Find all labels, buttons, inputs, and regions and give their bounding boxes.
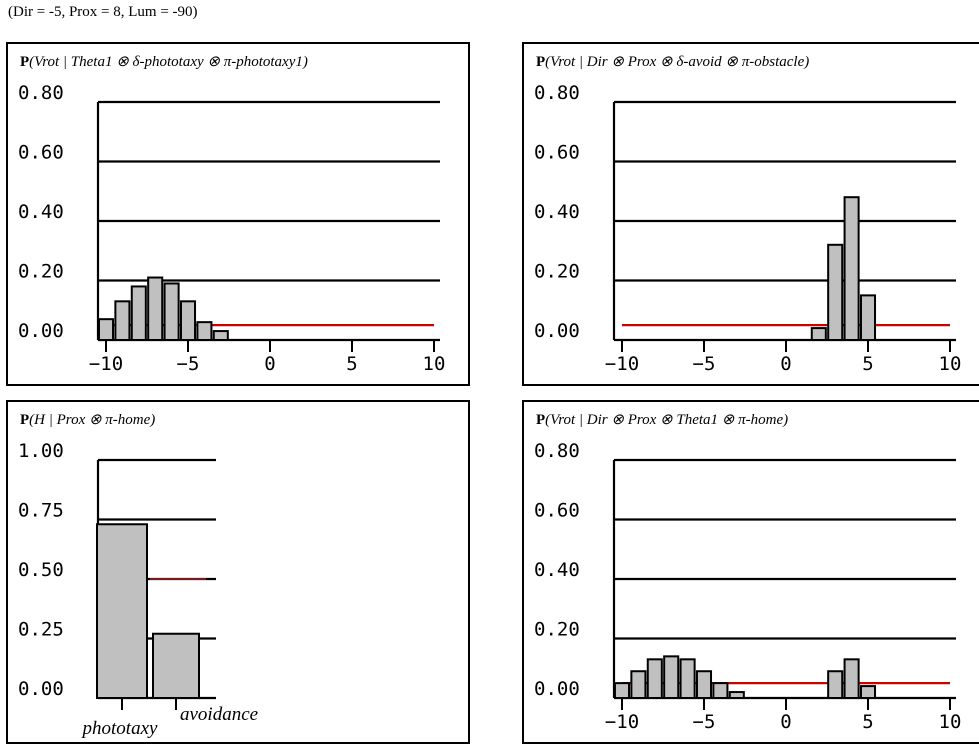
chart-panel-phototaxy: P(Vrot | Theta1 ⊗ δ-phototaxy ⊗ π-photot… <box>6 42 470 386</box>
y-tick-label: 0.20 <box>18 261 64 283</box>
bar <box>859 685 877 700</box>
bar <box>695 670 713 700</box>
bar <box>679 658 696 700</box>
bar <box>96 523 148 700</box>
y-tick-label: 0.20 <box>534 619 580 641</box>
condition-label: (Dir = -5, Prox = 8, Lum = -90) <box>8 4 198 20</box>
chart-title: P(Vrot | Dir ⊗ Prox ⊗ Theta1 ⊗ π-home) <box>536 412 789 428</box>
y-tick-label: 0.80 <box>534 440 580 462</box>
y-tick-label: 0.25 <box>18 619 64 641</box>
y-tick-label: 0.75 <box>18 500 64 522</box>
x-tick-label: 0 <box>264 353 275 375</box>
x-tick-label: −5 <box>693 353 716 375</box>
y-tick-label: 0.00 <box>534 678 580 700</box>
y-tick-label: 0.60 <box>18 142 64 164</box>
x-tick-label: −10 <box>605 711 639 733</box>
bar <box>859 294 877 341</box>
y-tick-label: 0.80 <box>534 82 580 104</box>
x-tick-label: −10 <box>605 353 639 375</box>
bar <box>728 691 745 699</box>
x-tick-label: 10 <box>939 711 962 733</box>
x-tick-label: 5 <box>862 711 873 733</box>
y-tick-label: 0.40 <box>18 201 64 223</box>
category-label: avoidance <box>180 704 258 725</box>
chart-panel-avoid: P(Vrot | Dir ⊗ Prox ⊗ δ-avoid ⊗ π-obstac… <box>522 42 979 386</box>
bar <box>97 318 115 341</box>
chart-title: P(H | Prox ⊗ π-home) <box>20 412 156 428</box>
x-tick-label: 10 <box>939 353 962 375</box>
chart-svg: 0.00 0.25 0.50 0.75 1.00 phototaxy avoidance <box>18 440 258 739</box>
chart-svg: 0.00 0.20 0.40 0.60 0.80 −10 −5 0 5 10 <box>534 440 962 733</box>
bar <box>827 670 844 700</box>
y-tick-label: 1.00 <box>18 440 64 462</box>
bar <box>196 321 213 341</box>
x-tick-label: 10 <box>423 353 446 375</box>
bar <box>613 682 631 699</box>
bar <box>810 327 827 342</box>
bar <box>843 658 860 700</box>
bar <box>712 682 729 699</box>
y-tick-label: 0.20 <box>534 261 580 283</box>
chart-panel-combined: P(Vrot | Dir ⊗ Prox ⊗ Theta1 ⊗ π-home) 0… <box>522 400 979 744</box>
y-tick-label: 0.80 <box>18 82 64 104</box>
y-tick-label: 0.40 <box>534 201 580 223</box>
chart-svg: 0.00 0.20 0.40 0.60 0.80 −10 −5 0 5 10 <box>534 82 962 375</box>
bar <box>843 196 860 341</box>
category-label: phototaxy <box>81 718 158 739</box>
bar <box>212 330 229 342</box>
x-tick-label: −10 <box>89 353 123 375</box>
x-tick-label: −5 <box>177 353 200 375</box>
bar <box>147 276 164 341</box>
y-tick-label: 0.40 <box>534 559 580 581</box>
bar <box>827 243 844 341</box>
bar <box>630 670 647 700</box>
bar <box>646 658 663 700</box>
y-tick-label: 0.50 <box>18 559 64 581</box>
chart-title: P(Vrot | Dir ⊗ Prox ⊗ δ-avoid ⊗ π-obstac… <box>536 54 810 70</box>
chart-svg: 0.00 0.20 0.40 0.60 0.80 −10 −5 0 5 10 <box>18 82 446 375</box>
x-tick-label: 5 <box>346 353 357 375</box>
y-tick-label: 0.60 <box>534 142 580 164</box>
bar <box>179 300 197 342</box>
x-tick-label: 5 <box>862 353 873 375</box>
chart-panel-home: P(H | Prox ⊗ π-home) 0.00 0.25 0.50 0.75 1.0… <box>6 400 470 744</box>
y-tick-label: 0.60 <box>534 500 580 522</box>
bar <box>163 282 180 342</box>
y-tick-label: 0.00 <box>18 320 64 342</box>
bar <box>152 632 200 700</box>
chart-title: P(Vrot | Theta1 ⊗ δ-phototaxy ⊗ π-photot… <box>20 54 308 70</box>
bar <box>663 655 680 700</box>
y-tick-label: 0.00 <box>18 678 64 700</box>
y-tick-label: 0.00 <box>534 320 580 342</box>
bar <box>114 300 131 342</box>
bar <box>130 285 147 341</box>
x-tick-label: −5 <box>693 711 716 733</box>
x-tick-label: 0 <box>780 711 791 733</box>
x-tick-label: 0 <box>780 353 791 375</box>
